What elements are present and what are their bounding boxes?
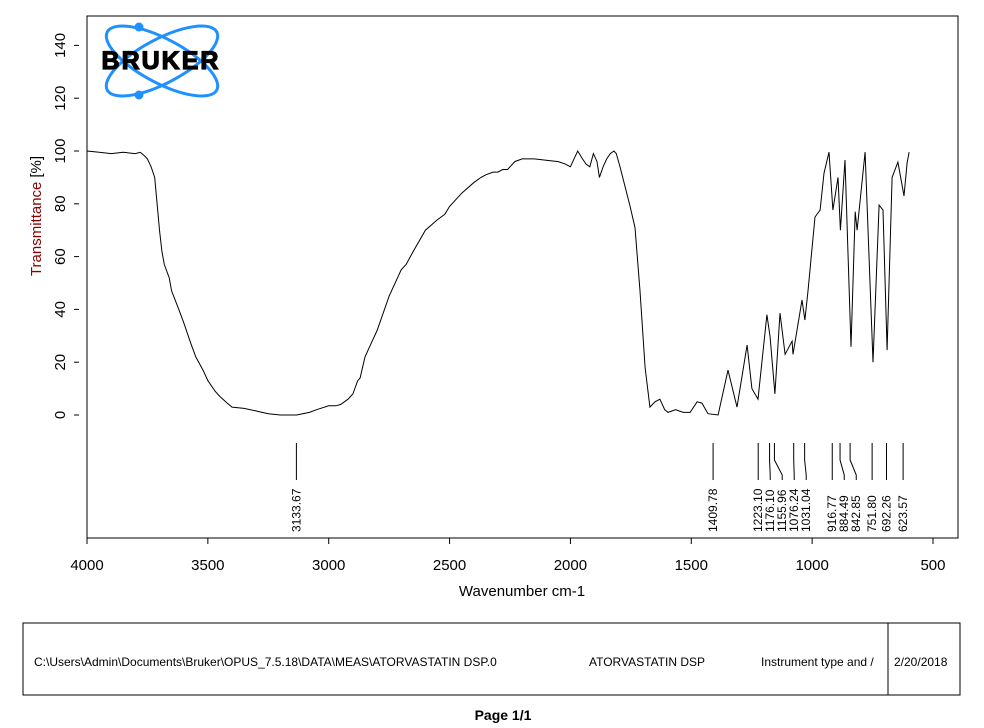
peak-marker — [804, 443, 807, 480]
plot-frame — [86, 15, 959, 539]
x-axis: 4000 3500 3000 2500 2000 1500 1000 500 — [70, 537, 958, 574]
peak-marker — [793, 443, 795, 480]
instrument-type: Instrument type and / — [761, 655, 874, 669]
y-tick-label: 40 — [52, 301, 69, 318]
x-axis-label: Wavenumber cm-1 — [459, 583, 585, 600]
peak-label: 692.26 — [880, 495, 894, 532]
peak-label: 751.80 — [865, 495, 879, 532]
y-tick-label: 100 — [52, 138, 69, 163]
peak-marker — [849, 443, 857, 480]
x-tick-label: 3500 — [191, 557, 224, 574]
peak-label: 1409.78 — [706, 488, 720, 532]
y-tick-label: 0 — [52, 411, 69, 419]
logo-electron — [134, 90, 144, 100]
page-number: Page 1/1 — [475, 707, 532, 723]
y-tick-label: 20 — [52, 354, 69, 371]
x-tick-label: 2000 — [554, 557, 587, 574]
logo-text: BRUKER — [102, 47, 221, 75]
peak-label: 1223.10 — [751, 488, 765, 532]
y-axis-label: Transmittance [%] — [28, 156, 45, 276]
peak-marker — [839, 443, 845, 480]
x-tick-label: 2500 — [433, 557, 466, 574]
x-tick-label: 1500 — [675, 557, 708, 574]
measurement-date: 2/20/2018 — [894, 655, 948, 669]
peak-label: 916.77 — [825, 495, 839, 532]
file-path: C:\Users\Admin\Documents\Bruker\OPUS_7.5… — [34, 655, 497, 669]
y-tick-label: 80 — [52, 195, 69, 212]
peak-label: 623.57 — [896, 495, 910, 532]
sample-name: ATORVASTATIN DSP — [589, 655, 705, 669]
peak-marker — [773, 443, 783, 480]
peak-label: 842.85 — [849, 495, 863, 532]
peak-label: 1076.24 — [787, 488, 801, 532]
logo-orbit-2 — [104, 24, 220, 98]
peak-label: 3133.67 — [289, 488, 303, 532]
peak-label: 884.49 — [837, 495, 851, 532]
peak-label: 1155.96 — [775, 489, 789, 532]
peak-label: 1176.10 — [763, 489, 777, 532]
y-tick-label: 60 — [52, 248, 69, 265]
footer-info-box: C:\Users\Admin\Documents\Bruker\OPUS_7.5… — [22, 622, 961, 696]
y-tick-label: 120 — [52, 86, 69, 111]
y-axis-label-text: Transmittance — [28, 182, 45, 276]
y-axis-unit: [%] — [28, 156, 45, 178]
x-tick-label: 4000 — [70, 557, 103, 574]
x-tick-label: 500 — [920, 557, 945, 574]
bruker-logo: BRUKER — [101, 22, 221, 100]
peak-marker — [769, 443, 771, 480]
x-tick-label: 1000 — [795, 557, 828, 574]
logo-electron — [134, 22, 144, 32]
x-tick-label: 3000 — [312, 557, 345, 574]
peak-label: 1031.04 — [799, 488, 813, 532]
logo-orbit-1 — [104, 24, 220, 98]
y-axis: 0 20 40 60 80 100 120 140 — [52, 33, 79, 419]
y-tick-label: 140 — [52, 33, 69, 58]
peak-labels: 3133.67 1409.78 1223.101176.101155.961076.… — [289, 443, 910, 532]
spectrum-line — [86, 149, 910, 416]
